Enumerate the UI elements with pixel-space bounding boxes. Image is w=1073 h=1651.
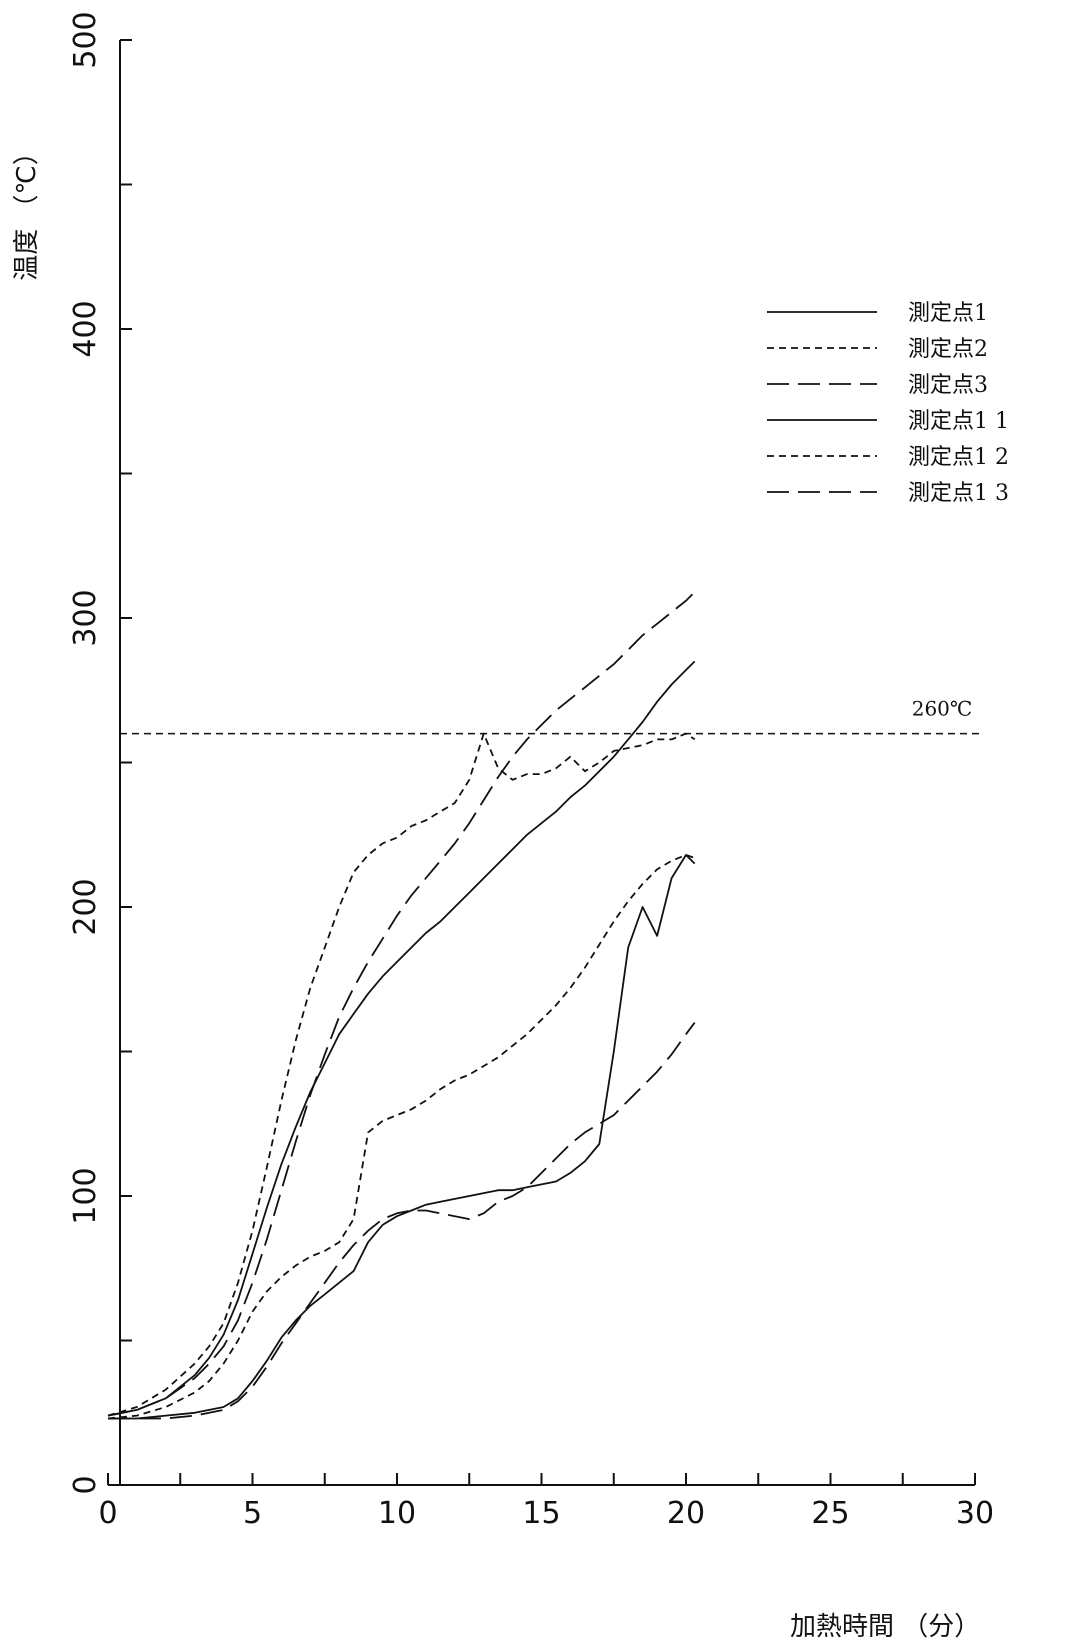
reference-line-group: 260℃ [120, 697, 980, 735]
legend: 測定点1 測定点2 測定点3 測定点1 1 測定点1 2 測定点1 3 [767, 301, 1009, 506]
series-line-3 [107, 591, 696, 1417]
y-tick-label: 200 [68, 878, 103, 935]
y-tick-label: 300 [68, 589, 103, 646]
legend-label: 測定点1 [908, 301, 988, 326]
y-tick-label: 0 [68, 1475, 103, 1494]
legend-label: 測定点1 3 [908, 481, 1009, 506]
x-tick-label: 20 [667, 1496, 705, 1531]
plot-area [107, 591, 696, 1420]
x-tick-label: 25 [811, 1496, 849, 1531]
series-line-2 [107, 732, 696, 1417]
legend-label: 測定点3 [908, 373, 988, 398]
x-tick-label: 5 [243, 1496, 262, 1531]
legend-label: 測定点2 [908, 337, 988, 362]
y-axis-label: 温度 （℃） [12, 139, 42, 280]
legend-label: 測定点1 1 [908, 409, 1009, 434]
y-tick-label: 100 [68, 1167, 103, 1224]
x-tick-label: 10 [378, 1496, 416, 1531]
legend-label: 測定点1 2 [908, 445, 1009, 470]
y-tick-label: 500 [68, 11, 103, 68]
x-axis-label: 加熱時間 （分） [790, 1612, 980, 1642]
axes [108, 40, 975, 1486]
y-axis-ticks: 0 100 200 300 400 500 [68, 11, 132, 1495]
series-line-6 [108, 1022, 696, 1420]
series-line-5 [107, 854, 695, 1420]
y-tick-label: 400 [68, 300, 103, 357]
x-tick-label: 30 [956, 1496, 994, 1531]
reference-line-label: 260℃ [912, 697, 973, 721]
series-line-1 [107, 660, 696, 1417]
x-tick-label: 0 [98, 1496, 117, 1531]
series-line-4 [108, 854, 696, 1420]
x-axis-ticks: 0 5 10 15 20 25 30 [98, 1473, 994, 1531]
x-tick-label: 15 [522, 1496, 560, 1531]
